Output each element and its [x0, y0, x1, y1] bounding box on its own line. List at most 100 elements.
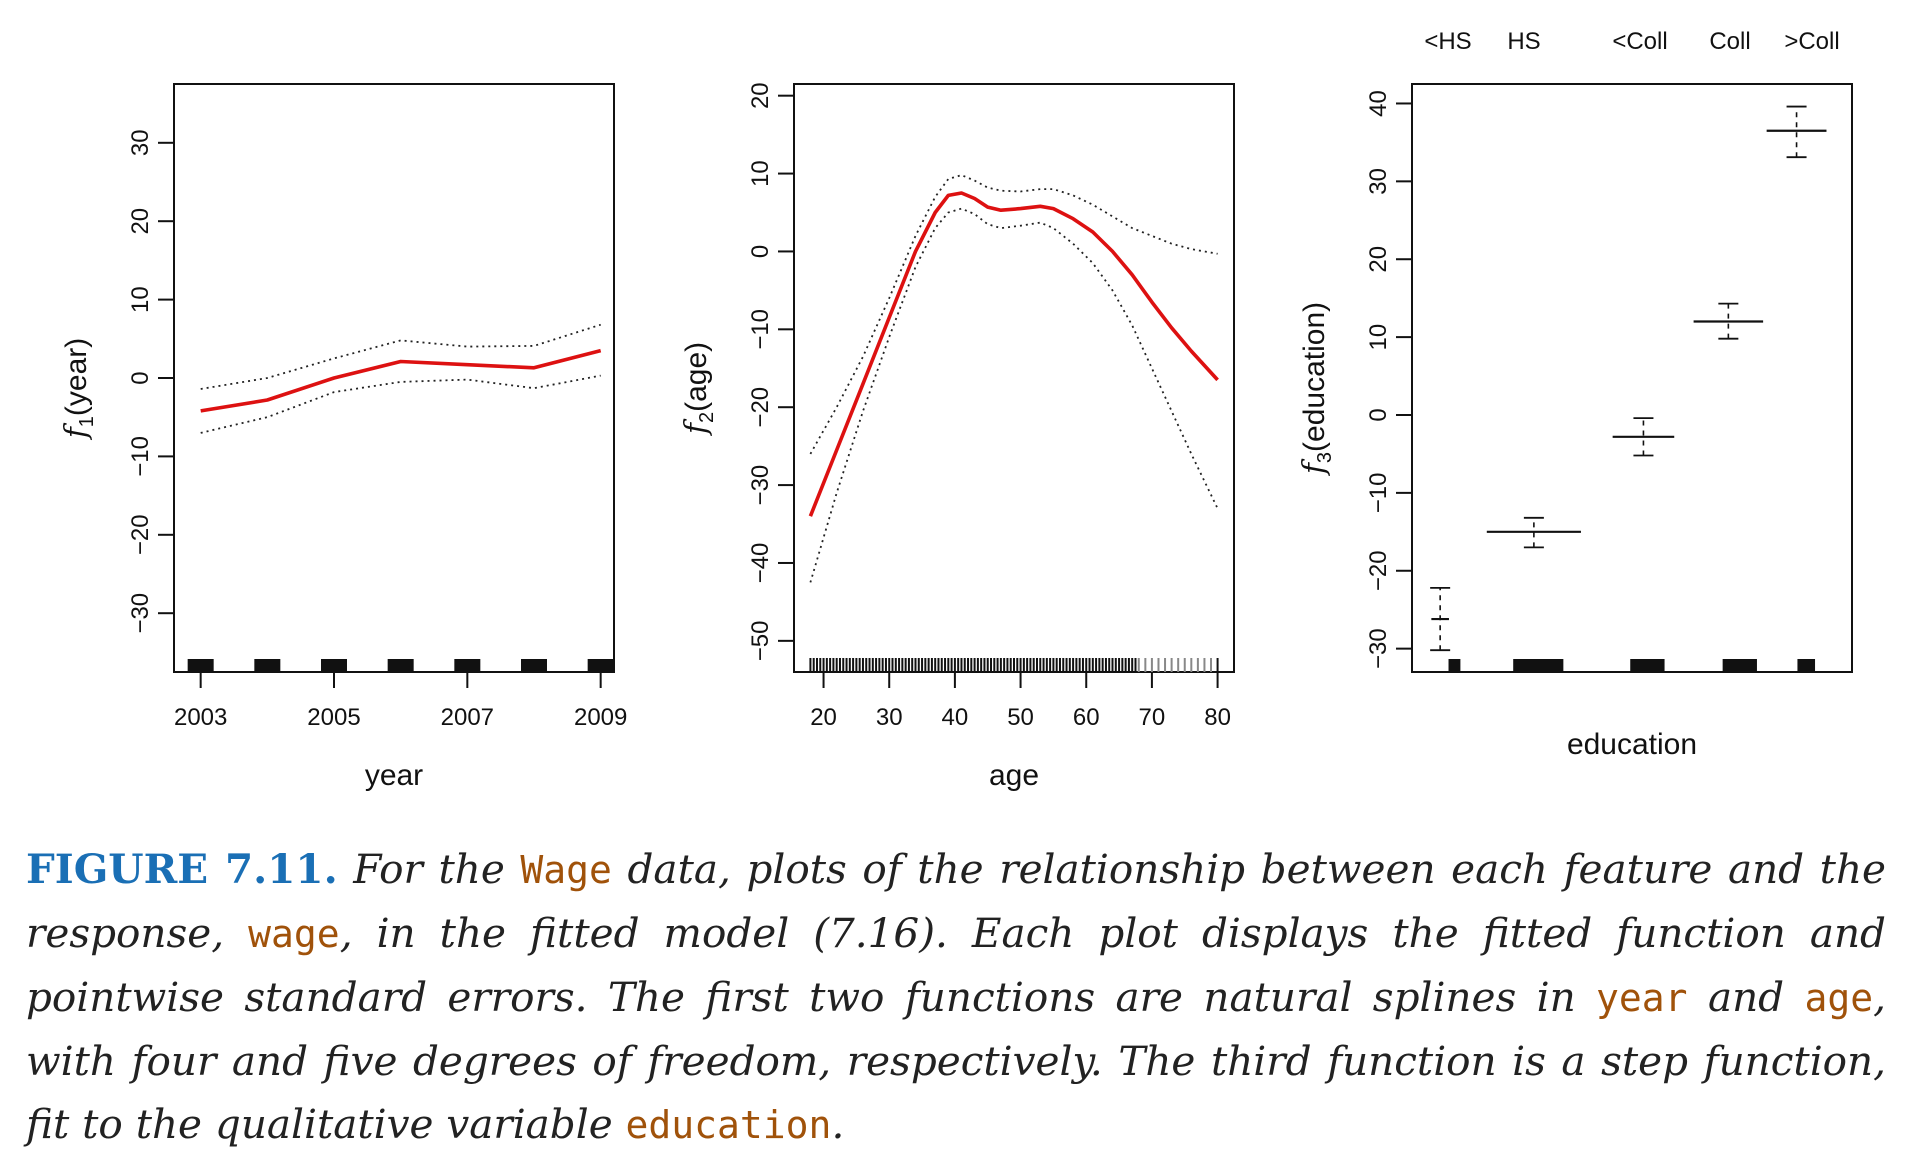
rug-mark	[387, 659, 414, 672]
rug-mark	[1630, 659, 1665, 672]
rug	[187, 659, 614, 672]
y-axis-label: f2(age)	[679, 342, 718, 436]
x-tick-label: 50	[1007, 704, 1034, 731]
y-label-sub: 2	[696, 412, 718, 423]
caption-code-wage-data: Wage	[520, 848, 612, 892]
step-level	[1612, 417, 1675, 457]
x-tick-label: 2003	[174, 704, 227, 731]
y-tick-label: −20	[127, 514, 154, 555]
y-tick-label: −10	[127, 436, 154, 477]
y-label-arg: (education)	[1298, 302, 1331, 452]
category-label: Coll	[1709, 28, 1750, 55]
y-tick-label: −10	[1365, 473, 1392, 514]
caption-text-2: data, plots of the relationship between …	[26, 845, 1887, 957]
plot-frame	[173, 83, 615, 673]
caption-text-3: , in the fitted model (7.16). Each plot …	[26, 909, 1886, 1021]
x-axis: 20 30 40 50 60 70 80	[810, 672, 1231, 731]
x-tick-label: 70	[1139, 704, 1166, 731]
lower-se-line	[200, 374, 601, 434]
rug-mark	[321, 659, 347, 672]
y-tick-label: 0	[127, 371, 154, 384]
caption-code-age: age	[1804, 976, 1874, 1020]
y-label-arg: (age)	[680, 342, 713, 412]
rug-mark	[1797, 659, 1816, 672]
category-label: >Coll	[1784, 28, 1839, 55]
x-tick-label: 2009	[574, 704, 627, 731]
plot-frame	[1411, 83, 1853, 673]
x-axis-label: education	[1567, 728, 1697, 761]
y-tick-label: 0	[747, 245, 774, 258]
upper-se-line	[200, 323, 601, 390]
x-axis: 2003 2005 2007 2009	[174, 672, 627, 731]
y-label-sub: 3	[1314, 452, 1336, 463]
plot-frame	[793, 83, 1235, 673]
x-tick-label: 2007	[441, 704, 494, 731]
y-tick-label: −50	[747, 620, 774, 661]
x-tick-label: 60	[1073, 704, 1100, 731]
x-axis-label: year	[365, 759, 423, 792]
x-tick-label: 2005	[307, 704, 360, 731]
category-label: <HS	[1424, 28, 1471, 55]
y-tick-label: −30	[1365, 628, 1392, 669]
step-level	[1766, 105, 1827, 159]
fit-line	[808, 191, 1219, 517]
y-tick-label: 20	[747, 82, 774, 109]
y-tick-label: −10	[747, 309, 774, 350]
y-tick-label: 10	[1365, 324, 1392, 351]
x-tick-label: 20	[810, 704, 837, 731]
x-tick-label: 40	[942, 704, 969, 731]
rug-mark	[521, 659, 547, 672]
panel-age: −50 −40 −30 −20 −10 0 10 20 f2(age) age 20 30 40 50 60…	[679, 82, 1235, 792]
rug-mark	[1448, 659, 1461, 672]
caption-text-5: , with four and five degrees of freedom,…	[26, 973, 1886, 1148]
y-tick-label: 20	[1365, 246, 1392, 273]
y-axis: −30 −20 −10 0 10 20 30 40	[1365, 90, 1412, 669]
upper-se-line	[809, 174, 1218, 455]
y-label-arg: (year)	[60, 338, 93, 416]
panel-year: −30 −20 −10 0 10 20 30 f1(year) year 2003 2005 2007…	[59, 83, 627, 792]
x-tick-label: 30	[876, 704, 903, 731]
step-level	[1430, 586, 1451, 652]
y-tick-label: 30	[1365, 168, 1392, 195]
caption-text-4: and	[1687, 973, 1805, 1021]
rug-mark	[587, 659, 614, 672]
figure-caption: FIGURE 7.11. For the Wage data, plots of…	[26, 838, 1886, 1157]
rug-mark	[254, 659, 281, 672]
y-tick-label: −30	[127, 593, 154, 634]
caption-text-6: .	[831, 1100, 845, 1148]
y-axis-label: f1(year)	[59, 338, 98, 441]
rug-mark	[1722, 659, 1757, 672]
y-axis: −50 −40 −30 −20 −10 0 10 20	[747, 82, 794, 661]
y-axis-label: f3(education)	[1297, 302, 1336, 476]
y-axis: −30 −20 −10 0 10 20 30	[127, 129, 174, 634]
category-label: HS	[1507, 28, 1540, 55]
category-labels: <HS HS <Coll Coll >Coll	[1424, 28, 1839, 55]
rug-mark	[454, 659, 481, 672]
y-label-sub: 1	[76, 416, 98, 427]
y-tick-label: 40	[1365, 90, 1392, 117]
y-tick-label: 10	[127, 286, 154, 313]
lower-se-line	[809, 207, 1219, 583]
y-tick-label: 10	[747, 160, 774, 187]
y-tick-label: −20	[1365, 550, 1392, 591]
y-tick-label: −30	[747, 465, 774, 506]
step-level	[1693, 302, 1764, 340]
y-tick-label: −40	[747, 543, 774, 584]
rug-mark	[1513, 659, 1564, 672]
fit-line	[200, 348, 602, 413]
x-axis-label: age	[989, 759, 1039, 792]
panel-education: −30 −20 −10 0 10 20 30 40 f3(education) education…	[1297, 28, 1853, 761]
x-tick-label: 80	[1204, 704, 1231, 731]
caption-text-1: For the	[337, 845, 521, 893]
category-label: <Coll	[1612, 28, 1667, 55]
rug	[1448, 659, 1816, 672]
rug-mark	[187, 659, 214, 672]
caption-code-wage: wage	[248, 912, 340, 956]
step-level	[1486, 516, 1581, 549]
y-tick-label: −20	[747, 387, 774, 428]
caption-code-year: year	[1596, 976, 1688, 1020]
y-tick-label: 30	[127, 129, 154, 156]
y-tick-label: 0	[1365, 408, 1392, 421]
y-tick-label: 20	[127, 208, 154, 235]
